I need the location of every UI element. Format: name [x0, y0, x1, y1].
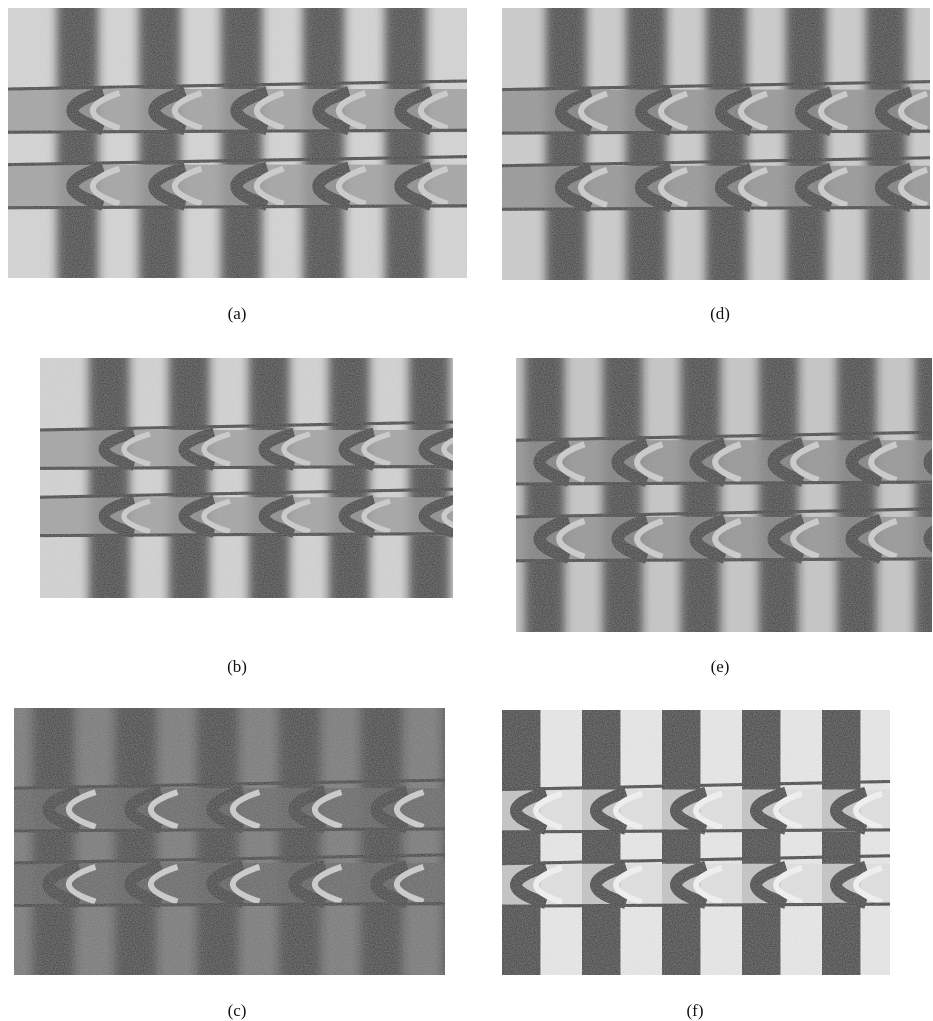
micrograph	[502, 0, 933, 290]
fringe	[170, 348, 208, 608]
band-edge	[8, 206, 467, 208]
micrograph-content	[14, 698, 588, 985]
band-edge	[14, 904, 445, 906]
band-edge	[40, 466, 453, 468]
fringe	[386, 0, 425, 288]
micrograph	[40, 348, 550, 608]
panel-label: (b)	[227, 657, 247, 676]
band-edge	[516, 559, 932, 561]
fringe	[444, 698, 483, 985]
band-edge	[8, 130, 467, 132]
fringe	[582, 700, 620, 985]
fringe	[916, 348, 933, 642]
fringe	[304, 0, 343, 288]
micrograph-content	[502, 0, 933, 290]
panel-label: (d)	[710, 304, 730, 323]
fringe	[547, 0, 585, 290]
fringe	[330, 348, 368, 608]
fringe	[250, 348, 288, 608]
fringe	[867, 0, 905, 290]
fringe	[822, 700, 860, 985]
chevron	[458, 791, 489, 828]
chevron-light	[479, 792, 506, 827]
fringe	[362, 698, 401, 985]
fringe	[116, 698, 155, 985]
micrograph	[516, 348, 933, 642]
panel-label: (c)	[228, 1001, 247, 1020]
fringe	[662, 700, 700, 985]
fringe	[838, 348, 875, 642]
band-edge	[516, 482, 932, 484]
chevron	[916, 867, 933, 903]
fringe	[410, 348, 448, 608]
fringe	[140, 0, 179, 288]
fringe	[58, 0, 97, 288]
fringe	[682, 348, 719, 642]
band-edge	[40, 534, 453, 536]
fringe	[526, 348, 563, 642]
micrograph	[14, 698, 588, 985]
micrograph-content	[502, 700, 933, 985]
band-edge	[502, 904, 890, 906]
micrograph	[502, 700, 933, 985]
band-edge	[502, 830, 890, 832]
band-edge	[502, 207, 930, 209]
chevron	[916, 793, 933, 829]
panel-label: (a)	[228, 304, 247, 323]
chevron-light	[479, 867, 506, 902]
micrograph-content	[40, 348, 550, 608]
band-edge	[502, 131, 930, 133]
fringe	[707, 0, 745, 290]
fringe	[742, 700, 780, 985]
fringe	[198, 698, 237, 985]
fringe	[760, 348, 797, 642]
chevron	[458, 866, 489, 903]
fringe	[627, 0, 665, 290]
fringe	[787, 0, 825, 290]
fringe	[222, 0, 261, 288]
fringe	[280, 698, 319, 985]
fringe	[502, 700, 540, 985]
fringe	[604, 348, 641, 642]
panel-label: (f)	[687, 1001, 704, 1020]
fringe	[90, 348, 128, 608]
band-edge	[14, 829, 445, 831]
micrograph-content	[516, 348, 933, 642]
figure: (a) (d) (b) (e) (c) (f)	[0, 0, 933, 1021]
fringe	[34, 698, 73, 985]
panel-label: (e)	[711, 657, 730, 676]
